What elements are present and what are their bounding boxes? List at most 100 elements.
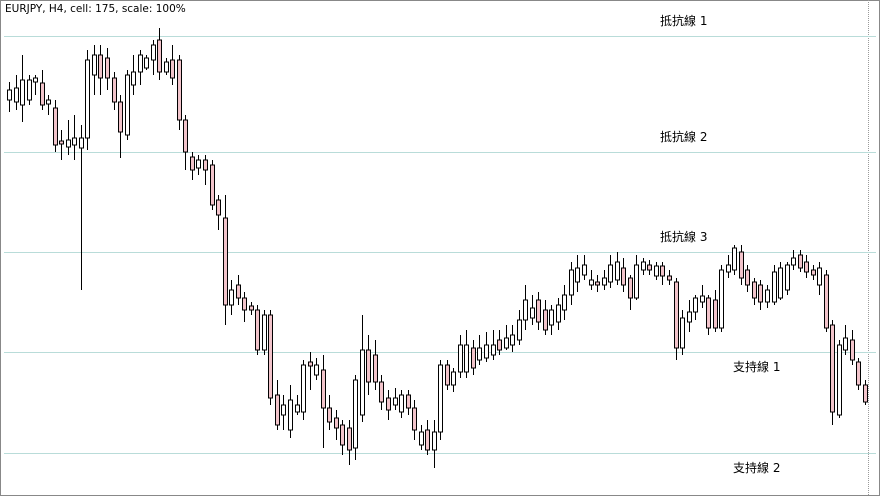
- candle-body: [464, 344, 469, 373]
- candle-body: [151, 44, 156, 61]
- candle-body: [471, 347, 476, 369]
- candle-body: [667, 275, 672, 281]
- candle-body: [458, 344, 463, 373]
- candle-body: [543, 309, 548, 331]
- candle-body: [255, 309, 260, 351]
- candle-body: [288, 399, 293, 431]
- candle-body: [196, 159, 201, 169]
- candle-body: [726, 264, 731, 273]
- candle-body: [53, 107, 58, 146]
- candle-body: [112, 77, 117, 103]
- candle-body: [347, 427, 352, 451]
- candle-body: [687, 311, 692, 323]
- candle-body: [752, 281, 757, 299]
- candle-body: [144, 57, 149, 69]
- candle-body: [523, 299, 528, 321]
- candle-body: [811, 269, 816, 276]
- level-label: 抵抗線 1: [660, 13, 707, 28]
- candle-body: [634, 264, 639, 299]
- candles: [7, 28, 868, 468]
- candle-body: [660, 265, 665, 277]
- candle-body: [105, 57, 110, 79]
- candle-body: [59, 140, 64, 145]
- candle-body: [268, 314, 273, 399]
- candle-body: [615, 261, 620, 281]
- candle-body: [504, 337, 509, 349]
- level-label: 支持線 2: [733, 460, 780, 475]
- candle-body: [393, 397, 398, 406]
- candle-body: [758, 284, 763, 303]
- candle-body: [360, 349, 365, 416]
- candle-body: [118, 101, 123, 133]
- candle-body: [340, 424, 345, 446]
- candle-body: [693, 297, 698, 313]
- candle-body: [432, 431, 437, 451]
- candle-body: [778, 267, 783, 299]
- candle-body: [843, 337, 848, 351]
- candle-body: [334, 417, 339, 429]
- candle-body: [46, 99, 51, 105]
- chart-title: EURJPY, H4, cell: 175, scale: 100%: [5, 3, 186, 15]
- candle-body: [445, 364, 450, 386]
- candle-body: [798, 254, 803, 269]
- candle-body: [575, 267, 580, 283]
- candle-body: [157, 39, 162, 73]
- candle-body: [549, 309, 554, 326]
- candle-body: [138, 54, 143, 73]
- candle-body: [641, 261, 646, 271]
- candle-body: [791, 257, 796, 266]
- candle-body: [125, 74, 130, 136]
- candle-body: [804, 261, 809, 273]
- candle-body: [713, 299, 718, 329]
- candle-body: [419, 431, 424, 446]
- candle-body: [170, 59, 175, 79]
- candle-body: [477, 347, 482, 361]
- candle-body: [817, 267, 822, 286]
- candle-body: [425, 429, 430, 451]
- candle-body: [92, 54, 97, 76]
- candle-body: [680, 317, 685, 349]
- candle-body: [830, 324, 835, 413]
- candle-body: [386, 397, 391, 411]
- candle-body: [438, 364, 443, 433]
- candle-body: [366, 349, 371, 383]
- candle-body: [654, 265, 659, 277]
- candle-body: [223, 217, 228, 306]
- candle-body: [321, 369, 326, 409]
- candle-body: [7, 89, 12, 101]
- candle-body: [79, 137, 84, 149]
- candle-body: [131, 71, 136, 86]
- candle-body: [275, 394, 280, 426]
- candle-body: [373, 354, 378, 383]
- candle-body: [210, 164, 215, 206]
- candle-body: [164, 61, 169, 73]
- candle-body: [72, 137, 77, 146]
- candle-body: [20, 79, 25, 106]
- candle-body: [824, 274, 829, 329]
- candle-body: [229, 289, 234, 306]
- candle-body: [177, 59, 182, 121]
- candle-body: [608, 264, 613, 283]
- candle-body: [562, 294, 567, 311]
- candle-body: [856, 361, 861, 386]
- candle-body: [85, 59, 90, 139]
- candle-body: [772, 271, 777, 303]
- candle-body: [308, 361, 313, 367]
- candle-body: [353, 379, 358, 449]
- candle-body: [497, 339, 502, 351]
- candle-body: [27, 79, 32, 101]
- level-label: 抵抗線 3: [660, 229, 707, 244]
- candle-body: [203, 159, 208, 171]
- candle-body: [850, 339, 855, 361]
- candle-body: [242, 297, 247, 311]
- candle-body: [249, 305, 254, 311]
- candle-body: [33, 77, 38, 83]
- candle-body: [510, 334, 515, 346]
- level-label: 抵抗線 2: [660, 129, 707, 144]
- candle-body: [674, 281, 679, 349]
- candle-body: [863, 384, 868, 403]
- candle-body: [745, 269, 750, 286]
- candle-body: [628, 277, 633, 299]
